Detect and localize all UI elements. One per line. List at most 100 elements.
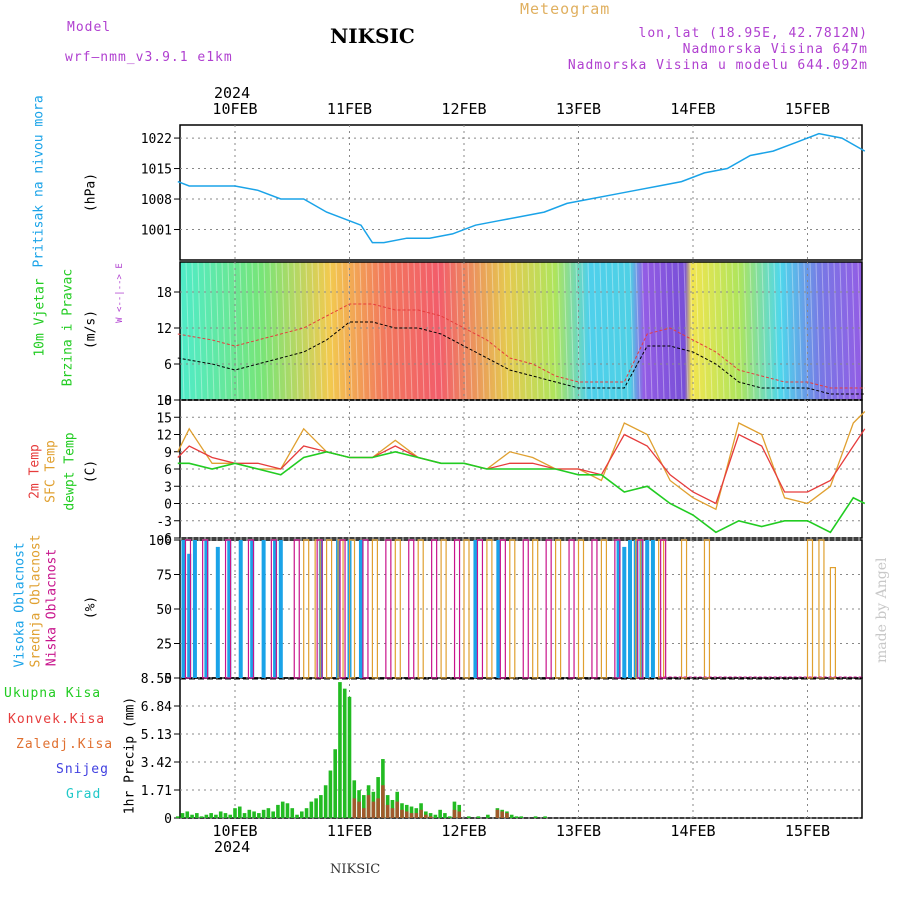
cloud-bar-high bbox=[496, 540, 501, 678]
wind-barb bbox=[227, 261, 233, 401]
wind-barb bbox=[371, 261, 377, 401]
precip-bar-total bbox=[304, 808, 309, 818]
legend-convective-rain: Konvek.Kisa bbox=[8, 712, 106, 727]
wind-barb bbox=[845, 261, 851, 401]
y-tick-label: -6 bbox=[156, 532, 172, 547]
wind-barb bbox=[683, 261, 689, 401]
precip-bar-total bbox=[328, 770, 333, 818]
wind-barb bbox=[347, 261, 353, 401]
wind-barb bbox=[425, 261, 431, 401]
wind-barb bbox=[377, 261, 383, 401]
cloud-bar-high bbox=[358, 540, 363, 678]
wind-barb bbox=[449, 261, 455, 401]
wind-barb bbox=[221, 261, 227, 401]
precip-bar-convective bbox=[414, 813, 419, 818]
precip-bar-convective bbox=[495, 809, 500, 818]
cloud-bar-low bbox=[499, 539, 506, 679]
precip-bar-total bbox=[218, 811, 223, 818]
cloud-bar-mid bbox=[577, 539, 585, 679]
y-tick-label: 18 bbox=[156, 286, 172, 301]
wind-barb bbox=[503, 261, 509, 401]
wind-barb bbox=[851, 261, 857, 401]
cloud-bar-high bbox=[215, 546, 220, 678]
y-tick-label: 1008 bbox=[141, 193, 172, 208]
wind-barb bbox=[281, 261, 287, 401]
precip-bar-total bbox=[447, 816, 452, 818]
precip-bar-total bbox=[409, 806, 414, 818]
cloud-bar-high bbox=[318, 540, 323, 678]
dewpoint-line bbox=[177, 450, 866, 534]
precip-bar-convective bbox=[419, 809, 423, 818]
precip-bar-total bbox=[486, 814, 490, 818]
precip-bar-total bbox=[214, 814, 218, 818]
cloud-bar-high bbox=[250, 540, 255, 678]
wind-barb bbox=[617, 261, 623, 401]
cloud-bar-mid bbox=[303, 539, 310, 679]
y-tick-label: 6 bbox=[164, 463, 172, 478]
wind-barb bbox=[695, 261, 701, 401]
legend-freezing-rain: Zaledj.Kisa bbox=[16, 737, 114, 752]
x-day-label-bottom: 15FEB bbox=[785, 822, 830, 840]
wind-barb bbox=[311, 261, 317, 401]
y-tick-label: 50 bbox=[156, 603, 172, 618]
precip-bar-total bbox=[509, 814, 514, 818]
wind-barb bbox=[263, 261, 269, 401]
cloud-bar-mid bbox=[703, 539, 711, 679]
y-tick-label: 6 bbox=[164, 358, 172, 373]
wind-barb bbox=[605, 261, 611, 401]
precip-bar-total bbox=[261, 809, 266, 818]
model-elevation-label: Nadmorska Visina u modelu 644.092m bbox=[567, 58, 868, 73]
wind-barb bbox=[353, 261, 359, 401]
precip-bar-total bbox=[319, 795, 323, 818]
cloud-bar-mid bbox=[806, 539, 814, 679]
wind-barb bbox=[215, 261, 221, 401]
x-day-label-top: 14FEB bbox=[670, 100, 715, 118]
precip-bar-total bbox=[362, 795, 366, 818]
precip-bar-total bbox=[175, 816, 180, 818]
wind-barb bbox=[407, 261, 413, 401]
wind-barb bbox=[317, 261, 323, 401]
precip-bar-total bbox=[314, 798, 318, 818]
precip-bar-total bbox=[257, 813, 261, 818]
precip-bar-total bbox=[342, 688, 347, 818]
wind-barb bbox=[431, 261, 437, 401]
cloud-bar-high bbox=[645, 540, 650, 678]
wind-barb bbox=[779, 261, 785, 401]
precip-bar-convective bbox=[381, 785, 385, 818]
cloud-bar-low bbox=[316, 539, 323, 679]
wind-barb bbox=[659, 261, 665, 401]
precip-bar-convective bbox=[404, 811, 409, 818]
cloud-bar-low bbox=[568, 539, 575, 679]
cloud-bar-low bbox=[476, 539, 484, 679]
cloud-bar-low bbox=[184, 539, 192, 679]
precip-bar-total bbox=[276, 804, 280, 818]
cloud-bar-mid bbox=[829, 566, 837, 679]
wind-barb bbox=[647, 261, 653, 401]
wind-barb bbox=[335, 261, 341, 401]
cloud-bar-low bbox=[660, 539, 667, 679]
cloud-bar-low bbox=[431, 539, 438, 679]
wind-barb bbox=[257, 261, 263, 401]
x-day-label-bottom: 10FEB bbox=[212, 822, 257, 840]
cloud-bar-high bbox=[628, 540, 633, 678]
year-top: 2024 bbox=[214, 84, 251, 102]
x-day-label-bottom: 13FEB bbox=[556, 822, 601, 840]
precip-bar-total bbox=[347, 696, 352, 818]
precip-bar-convective bbox=[457, 811, 462, 818]
precip-bar-convective bbox=[505, 813, 509, 818]
precip-bar-convective bbox=[352, 798, 357, 818]
wind-barb bbox=[341, 261, 347, 401]
precip-bar-total bbox=[295, 814, 299, 818]
panel-frame-4 bbox=[179, 677, 863, 819]
y-tick-label: 0 bbox=[164, 498, 172, 513]
precip-bar-total bbox=[204, 814, 209, 818]
wind-barb bbox=[533, 261, 539, 401]
cloud-bar-low bbox=[202, 539, 209, 679]
y-tick-label: 0 bbox=[164, 394, 172, 409]
cloud-bar-high bbox=[227, 540, 232, 678]
wind-barb bbox=[821, 261, 827, 401]
year-bottom: 2024 bbox=[214, 838, 251, 856]
precip-bar-total bbox=[242, 813, 247, 818]
wind-barb bbox=[839, 261, 845, 401]
